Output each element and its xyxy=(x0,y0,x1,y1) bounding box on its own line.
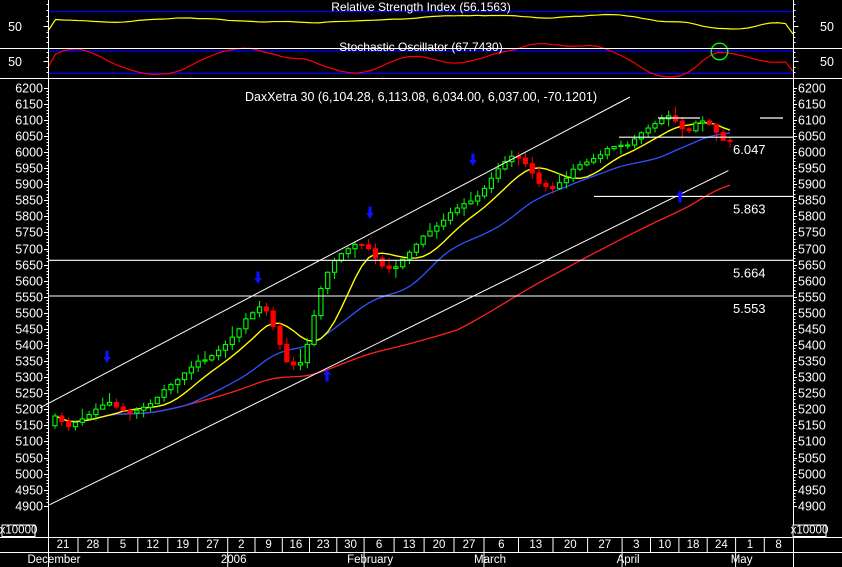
svg-text:2: 2 xyxy=(238,539,244,551)
svg-text:6100: 6100 xyxy=(15,114,43,128)
svg-text:5700: 5700 xyxy=(15,243,43,257)
svg-text:6.047: 6.047 xyxy=(733,142,766,157)
svg-text:24: 24 xyxy=(715,539,728,551)
svg-text:5500: 5500 xyxy=(15,307,43,321)
svg-text:6000: 6000 xyxy=(798,146,826,160)
svg-text:6150: 6150 xyxy=(798,98,826,112)
svg-text:5900: 5900 xyxy=(15,178,43,192)
svg-text:5: 5 xyxy=(120,539,126,551)
svg-text:DaxXetra 30 (6,104.28, 6,113.0: DaxXetra 30 (6,104.28, 6,113.08, 6,034.0… xyxy=(245,90,597,104)
svg-text:5300: 5300 xyxy=(15,371,43,385)
svg-text:12: 12 xyxy=(146,539,159,551)
svg-text:5000: 5000 xyxy=(15,468,43,482)
svg-text:5950: 5950 xyxy=(798,162,826,176)
svg-text:5900: 5900 xyxy=(798,178,826,192)
svg-text:6050: 6050 xyxy=(15,130,43,144)
svg-text:6150: 6150 xyxy=(15,98,43,112)
svg-text:21: 21 xyxy=(57,539,70,551)
svg-text:5.664: 5.664 xyxy=(733,265,766,280)
svg-text:5150: 5150 xyxy=(798,419,826,433)
svg-text:27: 27 xyxy=(598,539,611,551)
svg-text:4900: 4900 xyxy=(15,500,43,514)
svg-text:5100: 5100 xyxy=(15,435,43,449)
svg-text:50: 50 xyxy=(8,20,22,34)
svg-text:5650: 5650 xyxy=(798,259,826,273)
svg-text:30: 30 xyxy=(344,539,357,551)
svg-text:6200: 6200 xyxy=(798,82,826,96)
svg-text:5500: 5500 xyxy=(798,307,826,321)
svg-text:5150: 5150 xyxy=(15,419,43,433)
svg-text:18: 18 xyxy=(687,539,700,551)
svg-text:5300: 5300 xyxy=(798,371,826,385)
svg-text:4950: 4950 xyxy=(15,484,43,498)
svg-text:9: 9 xyxy=(265,539,271,551)
svg-text:5700: 5700 xyxy=(798,243,826,257)
svg-text:March: March xyxy=(474,554,506,566)
svg-text:27: 27 xyxy=(463,539,476,551)
svg-text:8: 8 xyxy=(775,539,781,551)
svg-text:5850: 5850 xyxy=(798,194,826,208)
svg-text:5350: 5350 xyxy=(15,355,43,369)
svg-text:19: 19 xyxy=(176,539,189,551)
svg-text:5600: 5600 xyxy=(15,275,43,289)
svg-text:6100: 6100 xyxy=(798,114,826,128)
svg-text:6200: 6200 xyxy=(15,82,43,96)
svg-text:13: 13 xyxy=(403,539,416,551)
svg-text:5400: 5400 xyxy=(15,339,43,353)
svg-text:5050: 5050 xyxy=(798,452,826,466)
svg-text:27: 27 xyxy=(206,539,219,551)
svg-text:December: December xyxy=(27,554,80,566)
svg-text:5950: 5950 xyxy=(15,162,43,176)
svg-text:Stochastic Oscillator (67.7430: Stochastic Oscillator (67.7430) xyxy=(339,40,502,54)
svg-text:May: May xyxy=(731,554,753,566)
svg-text:6: 6 xyxy=(376,539,382,551)
svg-text:5050: 5050 xyxy=(15,452,43,466)
svg-text:4950: 4950 xyxy=(798,484,826,498)
svg-text:1: 1 xyxy=(747,539,753,551)
svg-text:April: April xyxy=(617,554,640,566)
svg-text:16: 16 xyxy=(290,539,303,551)
svg-text:5550: 5550 xyxy=(798,291,826,305)
svg-text:20: 20 xyxy=(564,539,577,551)
svg-text:5.863: 5.863 xyxy=(733,201,766,216)
svg-text:x10000: x10000 xyxy=(0,525,37,537)
svg-text:5450: 5450 xyxy=(798,323,826,337)
svg-text:5100: 5100 xyxy=(798,435,826,449)
svg-text:5850: 5850 xyxy=(15,194,43,208)
svg-text:50: 50 xyxy=(8,55,22,69)
svg-text:5200: 5200 xyxy=(15,403,43,417)
svg-text:50: 50 xyxy=(820,20,834,34)
svg-text:10: 10 xyxy=(658,539,671,551)
svg-text:5400: 5400 xyxy=(798,339,826,353)
svg-text:13: 13 xyxy=(529,539,542,551)
svg-text:20: 20 xyxy=(433,539,446,551)
svg-text:6000: 6000 xyxy=(15,146,43,160)
svg-text:x10000: x10000 xyxy=(791,525,829,537)
svg-text:5000: 5000 xyxy=(798,468,826,482)
svg-text:5600: 5600 xyxy=(798,275,826,289)
svg-text:3: 3 xyxy=(633,539,639,551)
svg-text:28: 28 xyxy=(87,539,100,551)
svg-text:5350: 5350 xyxy=(798,355,826,369)
svg-text:5550: 5550 xyxy=(15,291,43,305)
svg-text:5750: 5750 xyxy=(798,226,826,240)
svg-text:Relative Strength Index (56.15: Relative Strength Index (56.1563) xyxy=(331,0,510,14)
svg-text:5.553: 5.553 xyxy=(733,301,766,316)
svg-text:4900: 4900 xyxy=(798,500,826,514)
svg-text:5650: 5650 xyxy=(15,259,43,273)
svg-text:23: 23 xyxy=(317,539,330,551)
svg-text:5800: 5800 xyxy=(798,210,826,224)
svg-text:5250: 5250 xyxy=(15,387,43,401)
svg-text:5200: 5200 xyxy=(798,403,826,417)
svg-text:5750: 5750 xyxy=(15,226,43,240)
svg-text:50: 50 xyxy=(820,55,834,69)
svg-text:6: 6 xyxy=(498,539,504,551)
svg-text:5250: 5250 xyxy=(798,387,826,401)
svg-text:2006: 2006 xyxy=(221,554,247,566)
svg-text:5800: 5800 xyxy=(15,210,43,224)
svg-text:5450: 5450 xyxy=(15,323,43,337)
svg-text:6050: 6050 xyxy=(798,130,826,144)
svg-text:February: February xyxy=(347,554,393,566)
